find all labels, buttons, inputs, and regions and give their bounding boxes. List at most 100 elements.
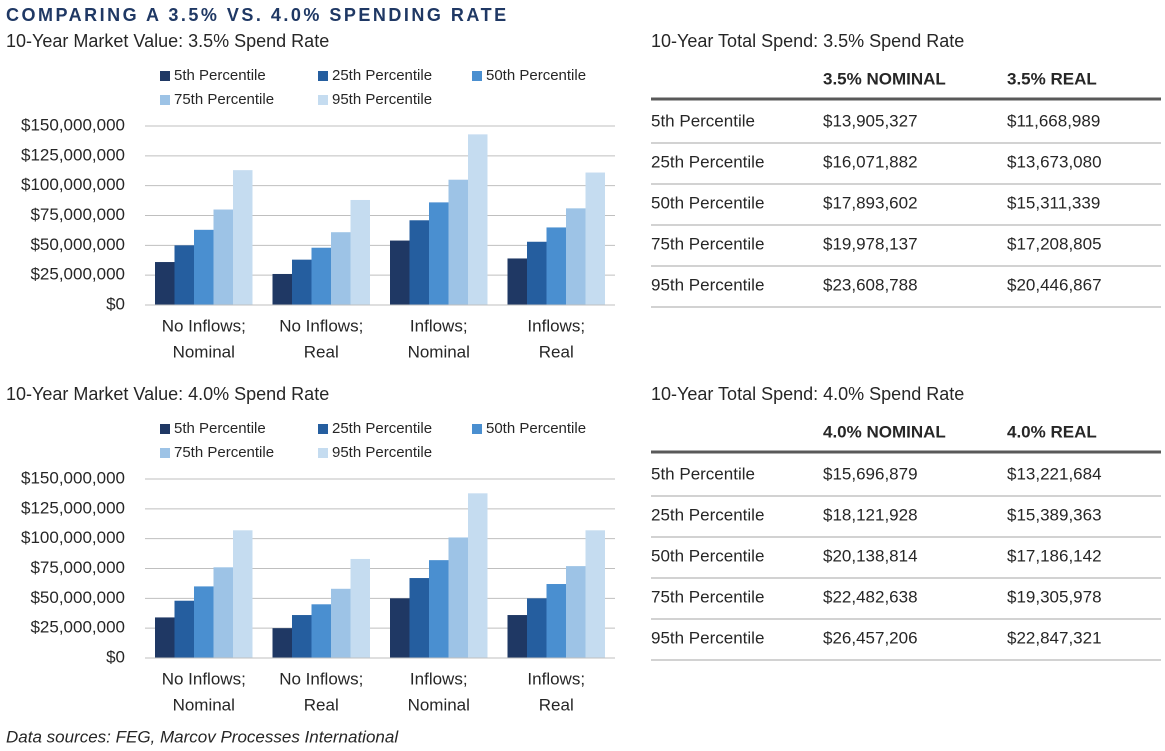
- bar: [409, 220, 429, 305]
- y-tick-label: $0: [106, 647, 125, 666]
- legend-label: 50th Percentile: [486, 67, 586, 84]
- legend-swatch: [472, 71, 482, 81]
- x-tick-label: No Inflows;: [279, 669, 363, 688]
- y-tick-label: $50,000,000: [30, 235, 125, 254]
- chart-title: 10-Year Market Value: 3.5% Spend Rate: [6, 31, 329, 51]
- bar: [213, 209, 233, 305]
- y-tick-label: $150,000,000: [21, 468, 125, 487]
- cell: $13,673,080: [1007, 152, 1102, 171]
- bar: [546, 227, 566, 305]
- bar: [566, 208, 586, 305]
- table-title: 10-Year Total Spend: 3.5% Spend Rate: [651, 31, 964, 51]
- column-header: 3.5% NOMINAL: [823, 69, 946, 88]
- x-tick-label: No Inflows;: [279, 316, 363, 335]
- y-tick-label: $150,000,000: [21, 115, 125, 134]
- x-tick-label: Nominal: [173, 695, 235, 714]
- y-tick-label: $125,000,000: [21, 498, 125, 517]
- x-tick-label: Real: [539, 695, 574, 714]
- x-tick-label: No Inflows;: [162, 316, 246, 335]
- x-tick-label: Nominal: [173, 342, 235, 361]
- cell: $13,905,327: [823, 111, 918, 130]
- cell: $23,608,788: [823, 275, 918, 294]
- bar: [331, 232, 351, 305]
- y-tick-label: $25,000,000: [30, 618, 125, 637]
- bar: [272, 273, 292, 305]
- cell: $26,457,206: [823, 628, 918, 647]
- row-label: 95th Percentile: [651, 275, 764, 294]
- legend-swatch: [318, 71, 328, 81]
- cell: $17,893,602: [823, 193, 918, 212]
- x-tick-label: Real: [304, 342, 339, 361]
- row-label: 75th Percentile: [651, 234, 764, 253]
- x-tick-label: Inflows;: [410, 316, 468, 335]
- chart-title: 10-Year Market Value: 4.0% Spend Rate: [6, 384, 329, 404]
- legend-swatch: [160, 424, 170, 434]
- cell: $19,305,978: [1007, 587, 1102, 606]
- x-tick-label: Inflows;: [527, 316, 585, 335]
- bar: [292, 259, 312, 305]
- bar: [292, 615, 312, 658]
- y-tick-label: $50,000,000: [30, 588, 125, 607]
- cell: $11,668,989: [1007, 111, 1100, 130]
- cell: $20,138,814: [823, 546, 918, 565]
- bar: [331, 588, 351, 658]
- y-tick-label: $125,000,000: [21, 145, 125, 164]
- y-tick-label: $100,000,000: [21, 528, 125, 547]
- bar: [429, 560, 449, 658]
- cell: $20,446,867: [1007, 275, 1102, 294]
- bar: [527, 241, 547, 305]
- bar: [468, 493, 488, 658]
- cell: $15,311,339: [1007, 193, 1100, 212]
- bar: [155, 617, 175, 658]
- bar: [448, 537, 468, 658]
- bar: [311, 247, 331, 305]
- page-title: COMPARING A 3.5% VS. 4.0% SPENDING RATE: [6, 5, 509, 25]
- legend-label: 95th Percentile: [332, 444, 432, 461]
- legend-swatch: [318, 448, 328, 458]
- cell: $22,847,321: [1007, 628, 1102, 647]
- row-label: 50th Percentile: [651, 193, 764, 212]
- row-label: 75th Percentile: [651, 587, 764, 606]
- bar: [194, 586, 214, 658]
- cell: $18,121,928: [823, 505, 918, 524]
- y-tick-label: $25,000,000: [30, 265, 125, 284]
- bar: [409, 578, 429, 658]
- x-tick-label: Real: [304, 695, 339, 714]
- bar: [155, 262, 175, 305]
- legend-label: 75th Percentile: [174, 91, 274, 108]
- cell: $15,696,879: [823, 464, 918, 483]
- bar: [546, 584, 566, 658]
- y-tick-label: $75,000,000: [30, 558, 125, 577]
- row-label: 5th Percentile: [651, 464, 755, 483]
- cell: $17,186,142: [1007, 546, 1102, 565]
- legend-label: 75th Percentile: [174, 444, 274, 461]
- y-tick-label: $0: [106, 294, 125, 313]
- legend-label: 50th Percentile: [486, 420, 586, 437]
- x-tick-label: Real: [539, 342, 574, 361]
- legend-swatch: [160, 448, 170, 458]
- legend-swatch: [318, 95, 328, 105]
- bar: [585, 172, 605, 305]
- source-note: Data sources: FEG, Marcov Processes Inte…: [6, 727, 399, 746]
- bar: [390, 240, 410, 305]
- y-tick-label: $75,000,000: [30, 205, 125, 224]
- legend-label: 25th Percentile: [332, 67, 432, 84]
- bar: [194, 229, 214, 305]
- bar: [527, 598, 547, 658]
- legend-swatch: [318, 424, 328, 434]
- x-tick-label: Inflows;: [527, 669, 585, 688]
- y-tick-label: $100,000,000: [21, 175, 125, 194]
- column-header: 4.0% REAL: [1007, 422, 1097, 441]
- bar: [233, 530, 253, 658]
- bar: [390, 598, 410, 658]
- legend-swatch: [160, 71, 170, 81]
- bar: [233, 170, 253, 305]
- row-label: 5th Percentile: [651, 111, 755, 130]
- bar: [350, 558, 370, 658]
- bar: [429, 202, 449, 305]
- legend-label: 25th Percentile: [332, 420, 432, 437]
- legend-label: 5th Percentile: [174, 67, 266, 84]
- bar: [566, 566, 586, 658]
- cell: $13,221,684: [1007, 464, 1102, 483]
- row-label: 25th Percentile: [651, 152, 764, 171]
